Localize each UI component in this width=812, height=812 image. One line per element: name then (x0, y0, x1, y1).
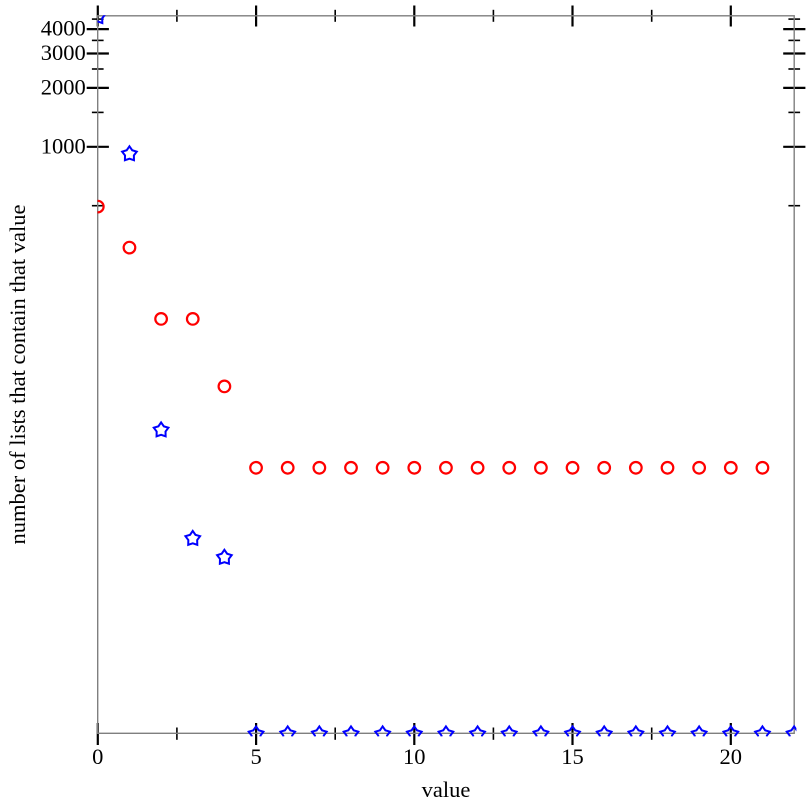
svg-text:5: 5 (250, 744, 261, 769)
svg-text:0: 0 (92, 744, 103, 769)
svg-text:value: value (422, 777, 471, 802)
svg-text:20: 20 (720, 744, 743, 769)
svg-text:2000: 2000 (41, 74, 86, 99)
svg-text:10: 10 (403, 744, 426, 769)
svg-text:15: 15 (561, 744, 584, 769)
svg-text:4000: 4000 (41, 16, 86, 41)
svg-text:3000: 3000 (41, 40, 86, 65)
svg-text:number of lists that contain t: number of lists that contain that value (5, 205, 30, 545)
svg-text:1000: 1000 (41, 133, 86, 158)
